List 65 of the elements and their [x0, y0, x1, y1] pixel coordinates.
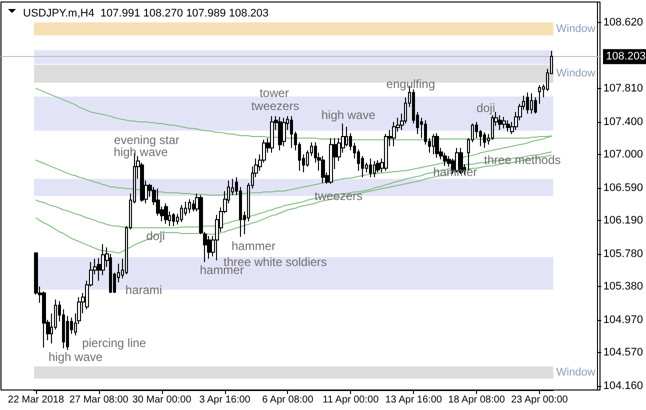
candlestick	[373, 160, 376, 178]
annotation: piercing line	[82, 336, 146, 350]
candlestick	[290, 116, 293, 148]
x-tick-label: 23 Apr 00:00	[511, 394, 568, 406]
annotation: tower	[260, 86, 289, 100]
x-tick-label: 3 Apr 16:00	[199, 394, 251, 406]
y-tick-label: 108.620	[603, 16, 644, 28]
candlestick	[329, 138, 333, 184]
candlestick	[538, 84, 541, 104]
annotation: evening star	[114, 133, 180, 147]
y-tick-label: 105.380	[603, 280, 644, 292]
candlestick	[369, 158, 372, 178]
candlestick	[270, 116, 274, 154]
y-tick-label: 107.000	[603, 148, 644, 160]
y-tick-label: 107.810	[603, 82, 644, 94]
annotation: high wave	[48, 350, 103, 364]
y-tick-label: 104.970	[603, 314, 644, 326]
x-tick-label: 30 Mar 00:00	[132, 394, 192, 406]
candlestick	[42, 290, 46, 348]
candlestick	[530, 92, 533, 114]
y-tick-label: 105.780	[603, 248, 644, 260]
x-tick-label: 18 Apr 08:00	[448, 394, 506, 406]
candlestick	[534, 96, 537, 114]
y-tick-label: 104.160	[603, 380, 644, 392]
band-label: Window	[556, 68, 596, 80]
y-tick-label: 104.570	[603, 346, 644, 359]
candlestick	[278, 116, 282, 151]
annotation: engulfing	[386, 77, 436, 91]
y-tick-label: 106.590	[603, 182, 644, 194]
annotation: doji	[476, 101, 496, 115]
annotation: high wave	[114, 145, 168, 159]
ref-line-label: 108.203	[606, 50, 646, 63]
candlestick	[432, 134, 435, 155]
candlestick	[172, 212, 175, 227]
candlestick	[207, 235, 211, 260]
candlestick	[443, 152, 447, 166]
y-tick-label: 107.400	[603, 116, 644, 128]
candlestick	[435, 132, 439, 158]
candlestick	[498, 114, 502, 130]
annotation: hammer	[231, 239, 276, 253]
x-tick-label: 11 Apr 00:00	[322, 394, 380, 406]
x-tick-label: 22 Mar 2018	[8, 394, 64, 406]
candlestick	[188, 198, 191, 214]
candlestick	[483, 132, 486, 148]
annotation: high wave	[321, 108, 376, 122]
x-tick-label: 6 Apr 08:00	[262, 394, 314, 406]
annotation: tweezers	[251, 99, 300, 113]
candlestick	[506, 120, 510, 132]
candlestick	[282, 117, 286, 147]
x-tick-label: 13 Apr 16:00	[385, 394, 442, 406]
candlestick	[491, 114, 494, 140]
candlestick	[502, 116, 506, 129]
candlestick	[321, 156, 325, 184]
y-tick-label: 106.190	[603, 214, 644, 226]
annotation: harami	[125, 283, 162, 297]
candlestick	[392, 121, 396, 147]
candlestick	[384, 134, 388, 172]
band-label: Window	[556, 22, 596, 35]
candlestick	[180, 204, 183, 223]
annotation: three white soldiers	[224, 255, 327, 269]
candlestick	[526, 92, 529, 114]
x-tick-label: 27 Mar 08:00	[69, 394, 129, 406]
text: USDJPY.m,H4 107.991 108.270 107.989 108.203	[23, 8, 269, 20]
band-label: Window	[556, 366, 596, 378]
candlestick	[164, 202, 168, 224]
